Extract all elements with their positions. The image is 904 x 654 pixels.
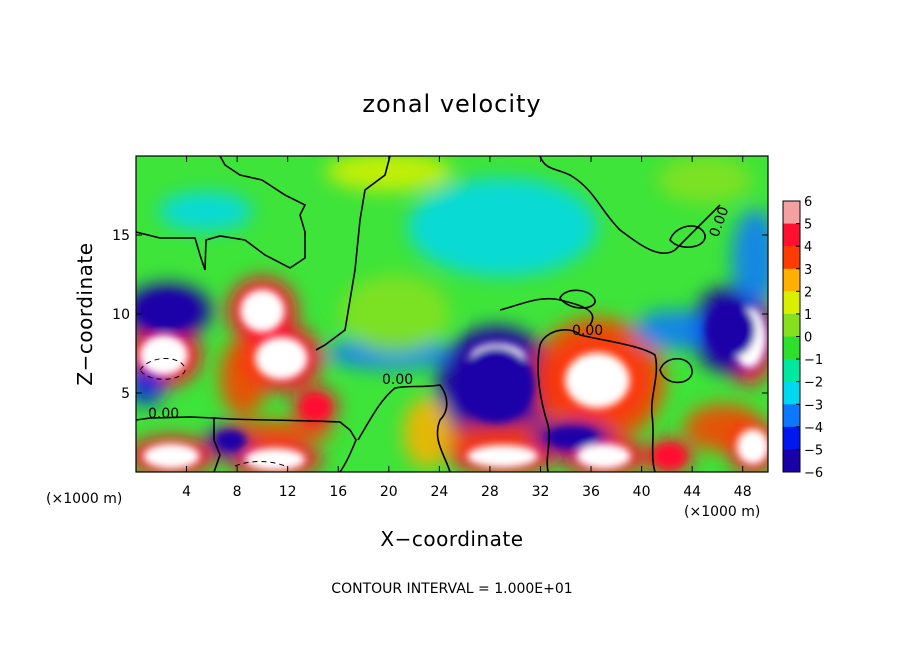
field-region [136, 365, 166, 405]
field-region [158, 191, 253, 232]
x-tick-label: 28 [481, 484, 499, 500]
x-tick-label: 4 [182, 484, 191, 500]
colorbar-segment [783, 426, 800, 450]
colorbar: 6 5 4 3 2 1 0 −1 −2 −3 −4 −5 −6 [782, 195, 823, 481]
field-region [407, 177, 598, 277]
x-tick-label: 48 [734, 484, 752, 500]
field-region [731, 209, 768, 309]
zero-contour-dashed [139, 358, 286, 467]
field-region [339, 274, 451, 354]
zero-contour-oval [669, 225, 706, 248]
field-core [244, 447, 306, 471]
colorbar-tick-label: 0 [804, 331, 812, 346]
colorbar-tick-label: −6 [804, 466, 823, 481]
x-unit-label-left: (×1000 m) [46, 491, 122, 507]
colorbar-tick-label: −5 [804, 443, 823, 458]
colorbar-segment [783, 336, 800, 360]
field-core [301, 394, 330, 420]
y-tick-label: 5 [121, 386, 130, 402]
colorbar-segment [783, 449, 800, 473]
colorbar-segment [783, 223, 800, 247]
zero-contour-pocket [659, 357, 693, 384]
colorbar-segment [783, 313, 800, 337]
field-region [222, 420, 333, 445]
colorbar-tick-label: 5 [804, 218, 812, 233]
chart-title: zonal velocity [362, 90, 541, 118]
x-tick-label: 32 [532, 484, 550, 500]
field-region [403, 396, 451, 469]
zero-contours [136, 156, 721, 472]
contour-label: 0.00 [148, 406, 179, 422]
zero-contour-right-lower [537, 329, 658, 472]
field-core [576, 443, 631, 469]
field-core [654, 444, 685, 468]
colorbar-segment [783, 201, 800, 225]
zero-contour-upper-left [136, 156, 307, 271]
colorbar-segment [783, 291, 800, 315]
y-axis-ticks: 5 10 15 [112, 228, 768, 402]
field-core [704, 301, 756, 358]
x-tick-label: 16 [329, 484, 347, 500]
field-core [255, 336, 308, 380]
colorbar-tick-label: −1 [804, 353, 823, 368]
field-core [240, 289, 285, 333]
field-core [736, 429, 768, 465]
x-tick-label: 36 [582, 484, 600, 500]
contour-label: 0.00 [572, 323, 603, 339]
colorbar-tick-label: 4 [804, 240, 812, 255]
plot-area [136, 156, 768, 472]
zero-contour-left [136, 416, 357, 472]
colorbar-tick-label: 3 [804, 263, 812, 278]
field-region [657, 156, 753, 204]
zero-contour-mid [315, 156, 391, 351]
field-core [546, 427, 598, 448]
field-core [139, 293, 196, 329]
colorbar-tick-label: −3 [804, 398, 823, 413]
x-tick-label: 8 [233, 484, 242, 500]
field-region [633, 310, 713, 350]
x-axis-label: X−coordinate [380, 527, 523, 551]
x-tick-label: 44 [683, 484, 701, 500]
colorbar-tick-label: 2 [804, 285, 812, 300]
x-tick-label: 24 [430, 484, 448, 500]
velocity-cores [139, 289, 768, 471]
colorbar-segment [783, 359, 800, 383]
x-unit-label-right: (×1000 m) [684, 504, 760, 520]
x-tick-label: 40 [633, 484, 651, 500]
colorbar-tick-label: −2 [804, 376, 823, 391]
contour-interval-note: CONTOUR INTERVAL = 1.000E+01 [331, 581, 572, 597]
field-core [565, 352, 630, 409]
y-tick-label: 15 [112, 228, 130, 244]
field-core [139, 334, 189, 376]
field-core [467, 444, 538, 468]
colorbar-segment [783, 404, 800, 428]
colorbar-segment [783, 381, 800, 405]
colorbar-segment [783, 268, 800, 292]
x-tick-label: 20 [380, 484, 398, 500]
zero-contour-bump [357, 384, 451, 472]
colorbar-tick-label: 6 [804, 195, 812, 210]
x-axis-ticks: 4 8 12 16 20 24 28 32 36 40 44 48 [182, 156, 752, 500]
field-core [215, 430, 246, 451]
colorbar-segment [783, 246, 800, 270]
field-core [457, 347, 535, 424]
field-core [143, 443, 200, 469]
zero-contour-blob [559, 289, 596, 309]
zero-contour-right-upper [499, 156, 721, 326]
y-axis-label: Z−coordinate [73, 242, 97, 385]
x-tick-label: 12 [279, 484, 297, 500]
field-region [325, 156, 452, 192]
colorbar-tick-label: −4 [804, 421, 823, 436]
colorbar-tick-label: 1 [804, 308, 812, 323]
contour-label: 0.00 [382, 372, 413, 388]
y-tick-label: 10 [112, 307, 130, 323]
